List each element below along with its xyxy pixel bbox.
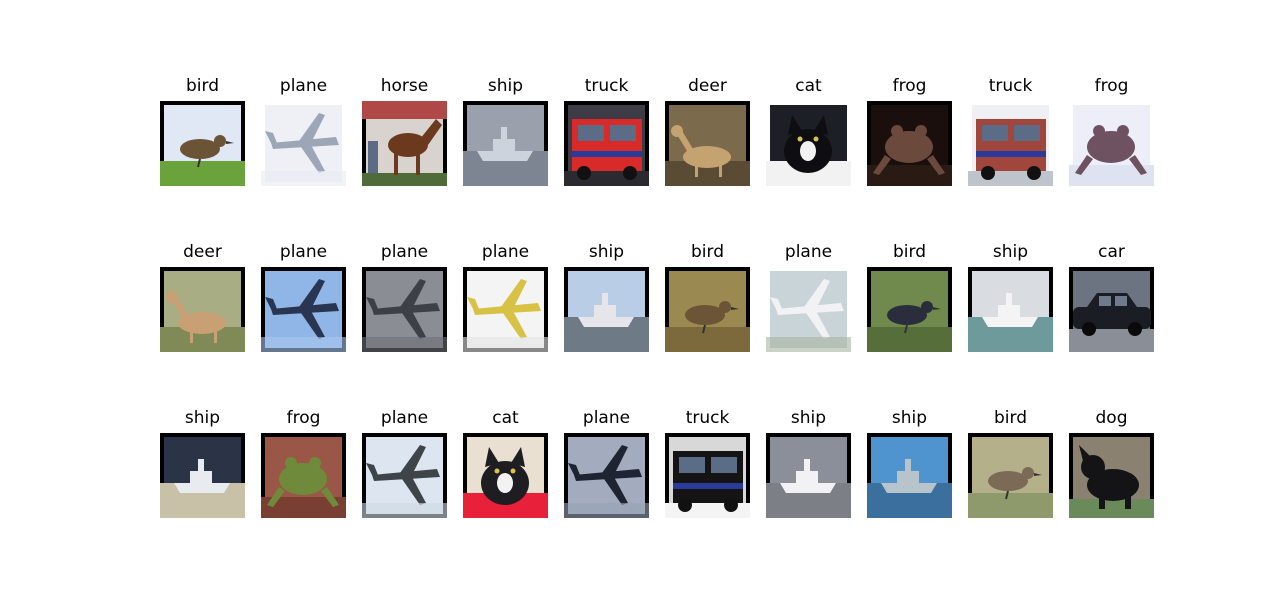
image-label: bird <box>691 242 724 262</box>
ship-photo-graphic <box>867 437 952 518</box>
image-label: frog <box>892 76 927 96</box>
bird-photo-graphic <box>665 271 750 352</box>
frog-photo-graphic <box>1069 105 1154 186</box>
car-photo-graphic <box>1069 271 1154 352</box>
plane-photo-graphic <box>362 437 447 518</box>
image-label: bird <box>893 242 926 262</box>
frog-photo <box>867 101 952 186</box>
image-label: ship <box>891 408 928 428</box>
image-label: truck <box>685 408 730 428</box>
bird-photo <box>160 101 245 186</box>
truck-photo-graphic <box>665 437 750 518</box>
truck-photo-graphic <box>968 105 1053 186</box>
deer-photo-graphic <box>665 105 750 186</box>
horse-photo-graphic <box>362 101 447 186</box>
frog-photo-graphic <box>261 437 346 518</box>
ship-photo-graphic <box>463 105 548 186</box>
image-label: plane <box>784 242 833 262</box>
bird-photo-graphic <box>867 271 952 352</box>
frog-photo <box>1069 101 1154 186</box>
deer-photo <box>160 267 245 352</box>
image-label: plane <box>380 408 429 428</box>
truck-photo-graphic <box>564 105 649 186</box>
ship-photo <box>766 433 851 518</box>
cat-photo <box>463 433 548 518</box>
image-label: deer <box>688 76 727 96</box>
image-label: plane <box>279 242 328 262</box>
ship-photo-graphic <box>968 271 1053 352</box>
plane-photo <box>362 267 447 352</box>
car-photo <box>1069 267 1154 352</box>
image-label: plane <box>582 408 631 428</box>
dog-photo <box>1069 433 1154 518</box>
plane-photo-graphic <box>564 437 649 518</box>
frog-photo-graphic <box>867 105 952 186</box>
ship-photo <box>160 433 245 518</box>
deer-photo-graphic <box>160 271 245 352</box>
plane-photo-graphic <box>261 105 346 186</box>
image-label: ship <box>184 408 221 428</box>
image-label: horse <box>380 76 429 96</box>
ship-photo <box>968 267 1053 352</box>
ship-photo-graphic <box>766 437 851 518</box>
truck-photo <box>968 101 1053 186</box>
plane-photo-graphic <box>362 271 447 352</box>
horse-photo <box>362 101 447 186</box>
bird-photo <box>867 267 952 352</box>
plane-photo <box>362 433 447 518</box>
image-label: dog <box>1095 408 1128 428</box>
truck-photo <box>564 101 649 186</box>
cat-photo-graphic <box>463 437 548 518</box>
ship-photo <box>564 267 649 352</box>
image-label: truck <box>584 76 629 96</box>
dog-photo-graphic <box>1069 437 1154 518</box>
image-label: cat <box>795 76 822 96</box>
plane-photo <box>463 267 548 352</box>
image-label: ship <box>487 76 524 96</box>
image-label: plane <box>279 76 328 96</box>
deer-photo <box>665 101 750 186</box>
plane-photo <box>261 267 346 352</box>
bird-photo-graphic <box>160 105 245 186</box>
image-label: ship <box>790 408 827 428</box>
image-label: car <box>1098 242 1125 262</box>
ship-photo-graphic <box>160 437 245 518</box>
image-label: frog <box>1094 76 1129 96</box>
plane-photo-graphic <box>261 271 346 352</box>
ship-photo <box>867 433 952 518</box>
image-label: plane <box>481 242 530 262</box>
image-label: bird <box>186 76 219 96</box>
frog-photo <box>261 433 346 518</box>
bird-photo <box>968 433 1053 518</box>
bird-photo <box>665 267 750 352</box>
image-label: bird <box>994 408 1027 428</box>
image-label: truck <box>988 76 1033 96</box>
image-label: cat <box>492 408 519 428</box>
bird-photo-graphic <box>968 437 1053 518</box>
image-label: ship <box>992 242 1029 262</box>
cat-photo <box>766 101 851 186</box>
plane-photo-graphic <box>463 271 548 352</box>
ship-photo-graphic <box>564 271 649 352</box>
plane-photo <box>564 433 649 518</box>
plane-photo-graphic <box>766 271 851 352</box>
image-label: frog <box>286 408 321 428</box>
image-label: ship <box>588 242 625 262</box>
plane-photo <box>261 101 346 186</box>
image-label: deer <box>183 242 222 262</box>
image-label: plane <box>380 242 429 262</box>
plane-photo <box>766 267 851 352</box>
ship-photo <box>463 101 548 186</box>
truck-photo <box>665 433 750 518</box>
cat-photo-graphic <box>766 105 851 186</box>
